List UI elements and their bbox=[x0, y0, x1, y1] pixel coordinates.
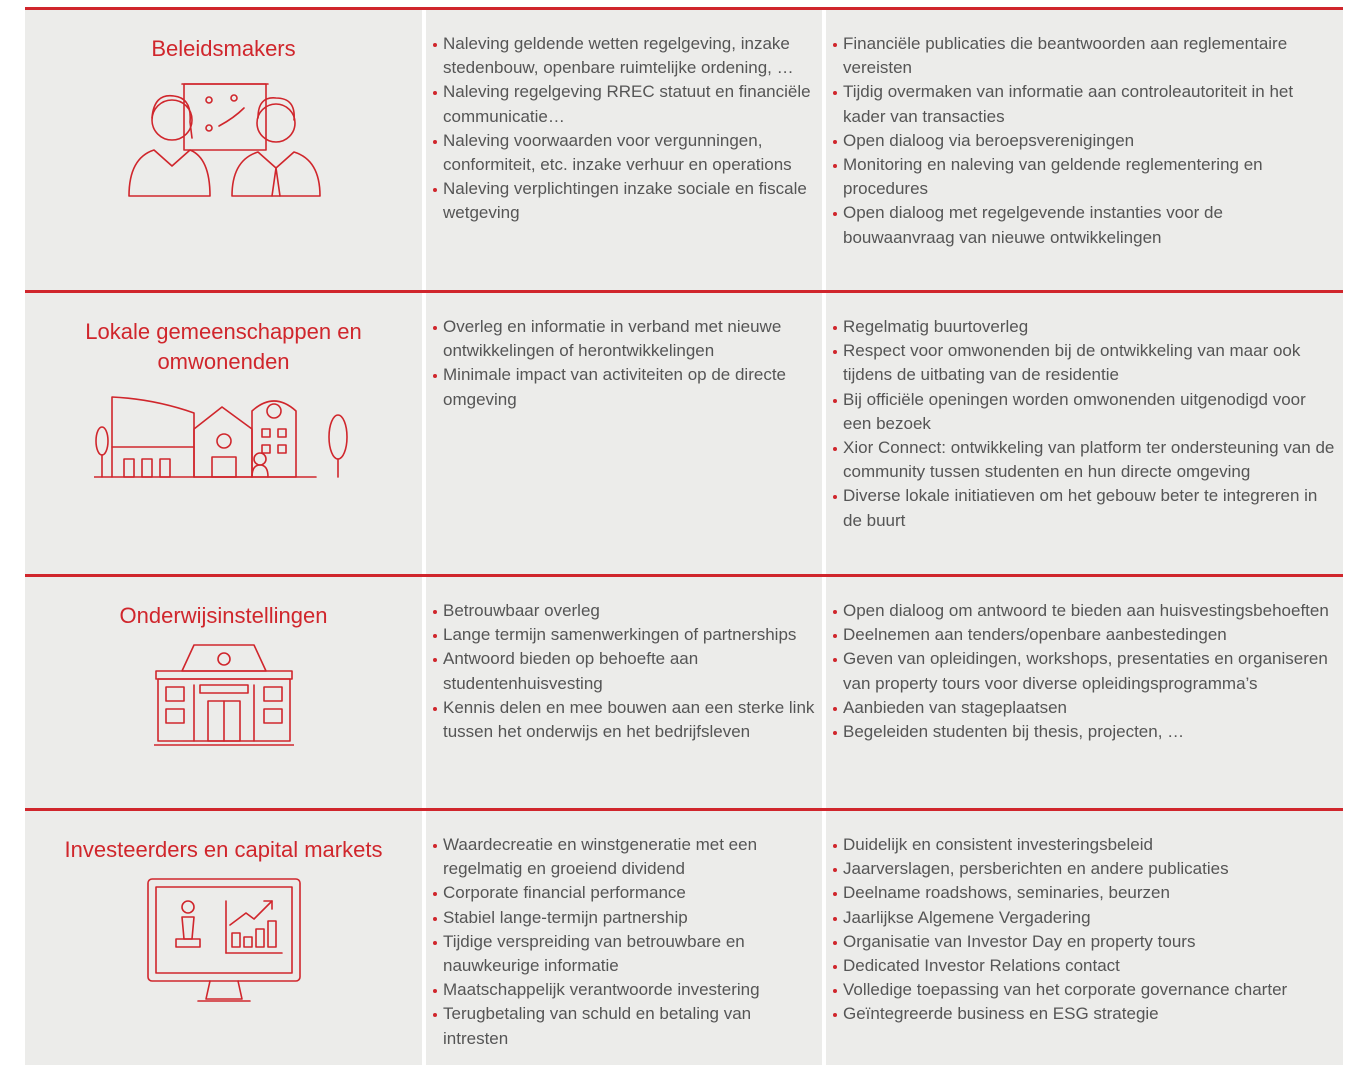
stakeholder-cell: Beleidsmakers bbox=[25, 10, 422, 290]
bullet-item: Stabiel lange-termijn partnership bbox=[433, 906, 816, 930]
bullet-item: Aanbieden van stageplaatsen bbox=[833, 696, 1335, 720]
bullet-item: Naleving verplichtingen inzake sociale e… bbox=[433, 177, 816, 225]
bullet-item: Jaarlijkse Algemene Vergadering bbox=[833, 906, 1335, 930]
bullet-item: Naleving geldende wetten regelgeving, in… bbox=[433, 32, 816, 80]
expectations-list: Overleg en informatie in verband met nie… bbox=[433, 315, 816, 412]
expectations-list: Betrouwbaar overleg Lange termijn samenwe… bbox=[433, 599, 816, 744]
school-icon bbox=[153, 644, 294, 746]
bullet-item: Naleving regelgeving RREC statuut en fin… bbox=[433, 80, 816, 128]
bullet-item: Organisatie van Investor Day en property… bbox=[833, 930, 1335, 954]
bullet-item: Bij officiële openingen worden omwonende… bbox=[833, 388, 1335, 436]
expectations-list: Waardecreatie en winstgeneratie met een … bbox=[433, 833, 816, 1051]
approach-cell: Duidelijk en consistent investeringsbele… bbox=[826, 811, 1343, 1065]
bullet-item: Terugbetaling van schuld en betaling van… bbox=[433, 1002, 816, 1050]
bullet-item: Regelmatig buurtoverleg bbox=[833, 315, 1335, 339]
approach-list: Duidelijk en consistent investeringsbele… bbox=[833, 833, 1335, 1027]
neighbourhood-icon bbox=[93, 396, 348, 478]
stakeholder-cell: Investeerders en capital markets bbox=[25, 811, 422, 1065]
stakeholder-title: Lokale gemeenschappen en omwonenden bbox=[85, 319, 362, 374]
bullet-item: Overleg en informatie in verband met nie… bbox=[433, 315, 816, 363]
stakeholder-cell: Onderwijsinstellingen bbox=[25, 577, 422, 809]
stakeholder-title: Onderwijsinstellingen bbox=[119, 603, 328, 628]
expectations-cell: Naleving geldende wetten regelgeving, in… bbox=[426, 10, 822, 290]
bullet-item: Volledige toepassing van het corporate g… bbox=[833, 978, 1335, 1002]
bullet-item: Begeleiden studenten bij thesis, project… bbox=[833, 720, 1335, 744]
expectations-cell: Overleg en informatie in verband met nie… bbox=[426, 293, 822, 575]
bullet-item: Minimale impact van activiteiten op de d… bbox=[433, 363, 816, 411]
approach-list: Regelmatig buurtoverleg Respect voor omwo… bbox=[833, 315, 1335, 533]
table-row: Onderwijsinstellingen Betrouwbaar overle… bbox=[25, 574, 1343, 809]
expectations-cell: Betrouwbaar overleg Lange termijn samenwe… bbox=[426, 577, 822, 809]
investor-icon bbox=[146, 878, 301, 1002]
bullet-item: Respect voor omwonenden bij de ontwikkel… bbox=[833, 339, 1335, 387]
bullet-item: Open dialoog om antwoord te bieden aan h… bbox=[833, 599, 1335, 623]
bullet-item: Diverse lokale initiatieven om het gebou… bbox=[833, 484, 1335, 532]
policymakers-icon bbox=[127, 83, 321, 197]
stakeholder-cell: Lokale gemeenschappen en omwonenden bbox=[25, 293, 422, 575]
bullet-item: Antwoord bieden op behoefte aan studente… bbox=[433, 647, 816, 695]
bullet-item: Kennis delen en mee bouwen aan een sterk… bbox=[433, 696, 816, 744]
bullet-item: Corporate financial performance bbox=[433, 881, 816, 905]
bullet-item: Geven van opleidingen, workshops, presen… bbox=[833, 647, 1335, 695]
bullet-item: Geïntegreerde business en ESG strategie bbox=[833, 1002, 1335, 1026]
bullet-item: Naleving voorwaarden voor vergunningen, … bbox=[433, 129, 816, 177]
bullet-item: Tijdige verspreiding van betrouwbare en … bbox=[433, 930, 816, 978]
bullet-item: Deelname roadshows, seminaries, beurzen bbox=[833, 881, 1335, 905]
bullet-item: Xior Connect: ontwikkeling van platform … bbox=[833, 436, 1335, 484]
stakeholder-title: Investeerders en capital markets bbox=[64, 837, 383, 862]
bullet-item: Deelnemen aan tenders/openbare aanbested… bbox=[833, 623, 1335, 647]
bullet-item: Waardecreatie en winstgeneratie met een … bbox=[433, 833, 816, 881]
bullet-item: Duidelijk en consistent investeringsbele… bbox=[833, 833, 1335, 857]
bullet-item: Lange termijn samenwerkingen of partners… bbox=[433, 623, 816, 647]
approach-list: Open dialoog om antwoord te bieden aan h… bbox=[833, 599, 1335, 744]
bullet-item: Tijdig overmaken van informatie aan cont… bbox=[833, 80, 1335, 128]
bullet-item: Betrouwbaar overleg bbox=[433, 599, 816, 623]
approach-list: Financiële publicaties die beantwoorden … bbox=[833, 32, 1335, 250]
table-row: Lokale gemeenschappen en omwonenden Over… bbox=[25, 290, 1343, 575]
bullet-item: Maatschappelijk verantwoorde investering bbox=[433, 978, 816, 1002]
bullet-item: Jaarverslagen, persberichten en andere p… bbox=[833, 857, 1335, 881]
approach-cell: Financiële publicaties die beantwoorden … bbox=[826, 10, 1343, 290]
bullet-item: Open dialoog via beroepsverenigingen bbox=[833, 129, 1335, 153]
expectations-list: Naleving geldende wetten regelgeving, in… bbox=[433, 32, 816, 226]
bullet-item: Dedicated Investor Relations contact bbox=[833, 954, 1335, 978]
approach-cell: Regelmatig buurtoverleg Respect voor omwo… bbox=[826, 293, 1343, 575]
table-row: Investeerders en capital markets Waardec… bbox=[25, 808, 1343, 1065]
stakeholder-title: Beleidsmakers bbox=[151, 36, 296, 61]
table-row: Beleidsmakers Naleving geldende wetten r… bbox=[25, 7, 1343, 290]
approach-cell: Open dialoog om antwoord te bieden aan h… bbox=[826, 577, 1343, 809]
bullet-item: Open dialoog met regelgevende instanties… bbox=[833, 201, 1335, 249]
expectations-cell: Waardecreatie en winstgeneratie met een … bbox=[426, 811, 822, 1065]
bullet-item: Financiële publicaties die beantwoorden … bbox=[833, 32, 1335, 80]
bullet-item: Monitoring en naleving van geldende regl… bbox=[833, 153, 1335, 201]
